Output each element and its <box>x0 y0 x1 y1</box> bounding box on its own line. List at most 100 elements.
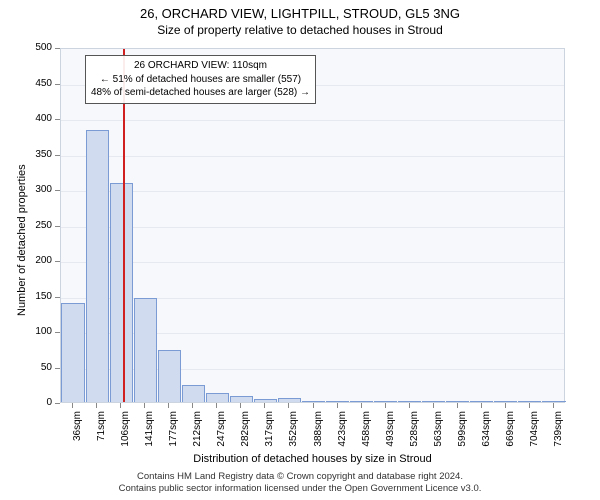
x-tick-mark <box>337 403 338 408</box>
x-tick-mark <box>529 403 530 408</box>
chart-title: 26, ORCHARD VIEW, LIGHTPILL, STROUD, GL5… <box>0 0 600 21</box>
x-tick-label: 247sqm <box>216 411 227 461</box>
x-tick-mark <box>553 403 554 408</box>
x-tick-mark <box>313 403 314 408</box>
x-tick-label: 212sqm <box>192 411 203 461</box>
chart-container: 26, ORCHARD VIEW, LIGHTPILL, STROUD, GL5… <box>0 0 600 500</box>
x-tick-mark <box>72 403 73 408</box>
x-tick-label: 669sqm <box>505 411 516 461</box>
y-tick-mark <box>55 261 60 262</box>
y-tick-mark <box>55 332 60 333</box>
x-tick-mark <box>385 403 386 408</box>
chart-subtitle: Size of property relative to detached ho… <box>0 21 600 37</box>
x-tick-label: 71sqm <box>96 411 107 461</box>
x-tick-label: 704sqm <box>529 411 540 461</box>
y-tick-mark <box>55 368 60 369</box>
y-tick-mark <box>55 226 60 227</box>
y-tick-label: 500 <box>22 42 52 53</box>
histogram-bar <box>302 401 325 402</box>
x-tick-label: 177sqm <box>168 411 179 461</box>
y-tick-label: 300 <box>22 184 52 195</box>
x-tick-mark <box>481 403 482 408</box>
x-tick-mark <box>240 403 241 408</box>
annotation-line: 48% of semi-detached houses are larger (… <box>91 86 310 100</box>
x-tick-mark <box>433 403 434 408</box>
y-tick-mark <box>55 119 60 120</box>
gridline <box>61 262 564 263</box>
y-tick-mark <box>55 48 60 49</box>
x-tick-label: 528sqm <box>409 411 420 461</box>
x-tick-mark <box>216 403 217 408</box>
histogram-bar <box>230 396 253 402</box>
histogram-bar <box>134 298 157 402</box>
histogram-bar <box>206 393 229 402</box>
histogram-bar <box>158 350 181 402</box>
histogram-bar <box>518 401 541 402</box>
x-tick-label: 739sqm <box>553 411 564 461</box>
x-tick-mark <box>168 403 169 408</box>
x-tick-label: 317sqm <box>264 411 275 461</box>
histogram-bar <box>350 401 373 402</box>
y-tick-label: 400 <box>22 113 52 124</box>
x-tick-label: 106sqm <box>120 411 131 461</box>
annotation-box: 26 ORCHARD VIEW: 110sqm← 51% of detached… <box>85 55 316 104</box>
gridline <box>61 156 564 157</box>
histogram-bar <box>374 401 397 402</box>
x-tick-mark <box>96 403 97 408</box>
histogram-bar <box>278 398 301 402</box>
annotation-line: 26 ORCHARD VIEW: 110sqm <box>91 59 310 73</box>
x-tick-label: 388sqm <box>313 411 324 461</box>
x-tick-mark <box>120 403 121 408</box>
y-tick-label: 50 <box>22 362 52 373</box>
gridline <box>61 120 564 121</box>
histogram-bar <box>254 399 277 402</box>
x-tick-mark <box>505 403 506 408</box>
footer-credits: Contains HM Land Registry data © Crown c… <box>0 471 600 496</box>
x-tick-label: 563sqm <box>433 411 444 461</box>
x-tick-mark <box>361 403 362 408</box>
x-tick-label: 458sqm <box>361 411 372 461</box>
histogram-bar <box>470 401 493 402</box>
histogram-bar <box>86 130 109 402</box>
footer-line-2: Contains public sector information licen… <box>0 483 600 495</box>
footer-line-1: Contains HM Land Registry data © Crown c… <box>0 471 600 483</box>
annotation-line: ← 51% of detached houses are smaller (55… <box>91 73 310 87</box>
y-tick-mark <box>55 403 60 404</box>
x-tick-label: 634sqm <box>481 411 492 461</box>
x-tick-mark <box>264 403 265 408</box>
x-tick-mark <box>409 403 410 408</box>
histogram-bar <box>446 401 469 402</box>
y-tick-label: 350 <box>22 149 52 160</box>
histogram-bar <box>398 401 421 402</box>
plot-area: 26 ORCHARD VIEW: 110sqm← 51% of detached… <box>60 48 565 403</box>
y-tick-label: 100 <box>22 326 52 337</box>
y-tick-label: 450 <box>22 78 52 89</box>
x-tick-label: 282sqm <box>240 411 251 461</box>
histogram-bar <box>542 401 565 402</box>
y-tick-mark <box>55 155 60 156</box>
histogram-bar <box>326 401 349 402</box>
x-tick-label: 493sqm <box>385 411 396 461</box>
y-tick-label: 250 <box>22 220 52 231</box>
gridline <box>61 191 564 192</box>
y-tick-mark <box>55 84 60 85</box>
x-tick-label: 36sqm <box>72 411 83 461</box>
histogram-bar <box>110 183 133 402</box>
x-tick-mark <box>457 403 458 408</box>
gridline <box>61 227 564 228</box>
x-tick-mark <box>144 403 145 408</box>
y-tick-label: 150 <box>22 291 52 302</box>
y-tick-mark <box>55 190 60 191</box>
x-tick-label: 352sqm <box>288 411 299 461</box>
histogram-bar <box>494 401 517 402</box>
x-tick-label: 599sqm <box>457 411 468 461</box>
y-tick-label: 0 <box>22 397 52 408</box>
y-tick-mark <box>55 297 60 298</box>
x-tick-mark <box>192 403 193 408</box>
histogram-bar <box>61 303 84 402</box>
x-tick-mark <box>288 403 289 408</box>
histogram-bar <box>182 385 205 402</box>
x-tick-label: 423sqm <box>337 411 348 461</box>
x-tick-label: 141sqm <box>144 411 155 461</box>
y-tick-label: 200 <box>22 255 52 266</box>
